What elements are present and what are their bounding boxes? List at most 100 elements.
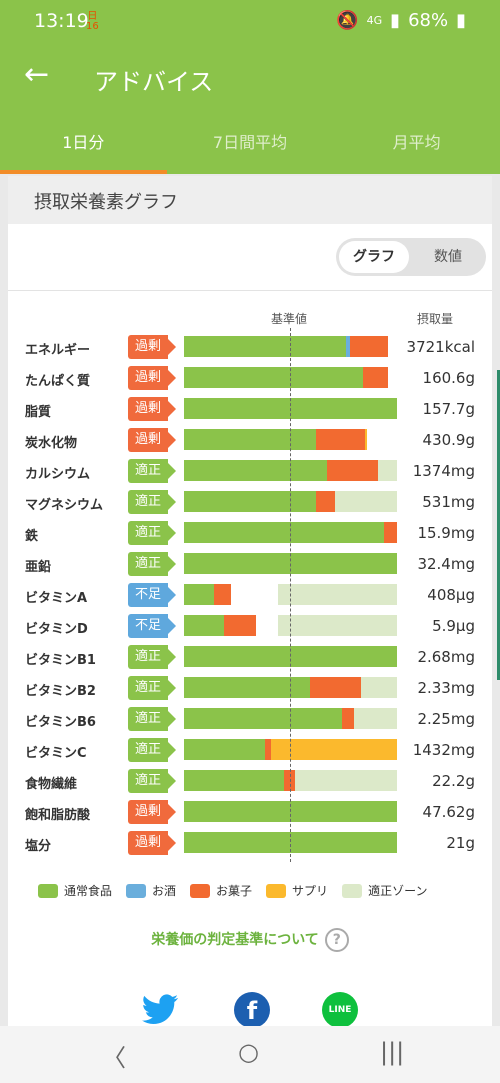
intake-bar [184, 429, 368, 450]
numbers-toggle-button[interactable]: 数値 [434, 249, 462, 265]
intake-bar [184, 491, 336, 512]
legend-item: 通常食品 [38, 882, 112, 899]
status-badge: 不足 [128, 614, 176, 638]
intake-bar [184, 770, 295, 791]
bar-segment-supplement [271, 739, 397, 760]
nutrient-row: ビタミンC 適正 1432mg [8, 735, 492, 766]
intake-column-header: 摂取量 [417, 312, 454, 326]
graph-toggle-button[interactable]: グラフ [339, 241, 409, 273]
nutrient-row: 炭水化物 過剰 430.9g [8, 425, 492, 456]
nutrient-name: ビタミンC [25, 746, 87, 761]
divider [8, 290, 492, 291]
intake-value: 408μg [427, 586, 475, 604]
scrollbar[interactable] [497, 370, 500, 680]
tab-one-day[interactable]: 1日分 [0, 114, 167, 174]
legend-label: お菓子 [216, 884, 253, 898]
nutrient-row: ビタミンB2 適正 2.33mg [8, 673, 492, 704]
legend-label: お酒 [152, 884, 177, 898]
nutrient-row: ビタミンD 不足 5.9μg [8, 611, 492, 642]
legend-swatch-alcohol [126, 883, 147, 898]
legend-item: 適正ゾーン [342, 882, 427, 899]
optimal-zone [277, 770, 397, 791]
help-icon[interactable]: ? [324, 928, 349, 952]
intake-value: 2.25mg [417, 710, 475, 728]
standard-column-header: 基準値 [271, 312, 308, 326]
bar-segment-food [184, 522, 385, 543]
nutrient-bar-track [184, 336, 397, 357]
bar-segment-food [184, 708, 342, 729]
status-badge: 不足 [128, 583, 176, 607]
page-title: アドバイス [94, 68, 214, 96]
nutrient-graph-card: 摂取栄養素グラフ グラフ 数値 基準値 摂取量 エネルギー 過剰 3721kcal た… [8, 176, 492, 1028]
nutrient-bar-track [184, 677, 397, 698]
battery-level: 68% [408, 10, 449, 31]
nutrient-row: 塩分 過剰 21g [8, 828, 492, 859]
bar-segment-snack [341, 708, 355, 729]
bar-segment-food [184, 367, 363, 388]
tab-seven-day-average[interactable]: 7日間平均 [212, 133, 288, 152]
nutrient-row: 脂質 過剰 157.7g [8, 394, 492, 425]
facebook-share-icon[interactable]: f [234, 992, 270, 1028]
bar-segment-food [184, 615, 225, 636]
optimal-zone [277, 584, 397, 605]
judgement-criteria-link[interactable]: 栄養価の判定基準について? [8, 928, 492, 952]
nutrient-row: 飽和脂肪酸 過剰 47.62g [8, 797, 492, 828]
status-bar: 13:19 日 16 🔕 4G ▮ 68% ▮ [0, 0, 500, 40]
intake-bar [184, 615, 257, 636]
bar-segment-snack [309, 677, 361, 698]
legend-item: お菓子 [190, 882, 252, 899]
mute-icon: 🔕 [336, 10, 359, 31]
nutrient-name: マグネシウム [25, 498, 104, 513]
nutrient-name: 脂質 [25, 405, 52, 420]
bar-segment-snack [350, 336, 389, 357]
bar-segment-food [184, 584, 214, 605]
nutrient-bar-track [184, 770, 397, 791]
nutrient-row: ビタミンA 不足 408μg [8, 580, 492, 611]
nutrient-bar-track [184, 460, 397, 481]
judgement-criteria-label[interactable]: 栄養価の判定基準について [151, 932, 319, 948]
intake-bar [184, 336, 389, 357]
section-header: 摂取栄養素グラフ [8, 176, 492, 224]
bar-segment-snack [326, 460, 378, 481]
nutrient-name: 食物繊維 [25, 777, 78, 792]
bar-segment-snack [224, 615, 257, 636]
nutrient-bar-track [184, 491, 397, 512]
nutrient-row: カルシウム 適正 1374mg [8, 456, 492, 487]
intake-value: 2.33mg [417, 679, 475, 697]
legend-item: サプリ [266, 882, 328, 899]
nutrient-name: ビタミンD [25, 622, 88, 637]
status-badge: 過剰 [128, 335, 176, 359]
nav-back-icon[interactable]: 〈 [102, 1044, 126, 1072]
bar-segment-snack [284, 770, 295, 791]
legend-label: サプリ [292, 884, 329, 898]
period-tabs: 1日分 7日間平均 月平均 [0, 114, 500, 174]
nutrient-bar-track [184, 708, 397, 729]
nutrient-row: ビタミンB6 適正 2.25mg [8, 704, 492, 735]
nav-home-icon[interactable]: ○ [238, 1038, 259, 1066]
legend-swatch-snack [190, 883, 211, 898]
nutrient-name: 塩分 [25, 839, 52, 854]
back-arrow-icon[interactable]: ← [24, 57, 50, 92]
nutrient-row: エネルギー 過剰 3721kcal [8, 332, 492, 363]
bar-segment-snack [213, 584, 231, 605]
calendar-date: 16 [86, 21, 99, 32]
tab-monthly-average[interactable]: 月平均 [392, 133, 441, 152]
section-title: 摂取栄養素グラフ [34, 192, 178, 213]
twitter-share-icon[interactable] [140, 994, 180, 1024]
intake-bar [184, 677, 361, 698]
nutrient-bar-track [184, 367, 397, 388]
nutrient-name: ビタミンB2 [25, 684, 96, 699]
legend: 通常食品 お酒 お菓子 サプリ 適正ゾーン [38, 882, 433, 899]
legend-item: お酒 [126, 882, 176, 899]
intake-bar [184, 522, 397, 543]
nutrient-name: 飽和脂肪酸 [25, 808, 91, 823]
network-label: 4G [366, 14, 383, 27]
intake-bar [184, 739, 397, 760]
nav-recents-icon[interactable]: ||| [380, 1038, 405, 1066]
nutrient-name: 炭水化物 [25, 436, 78, 451]
line-share-icon[interactable]: LINE [322, 992, 358, 1028]
bar-segment-snack [264, 739, 272, 760]
status-badge: 適正 [128, 676, 176, 700]
status-badge: 適正 [128, 707, 176, 731]
intake-value: 21g [446, 834, 475, 852]
